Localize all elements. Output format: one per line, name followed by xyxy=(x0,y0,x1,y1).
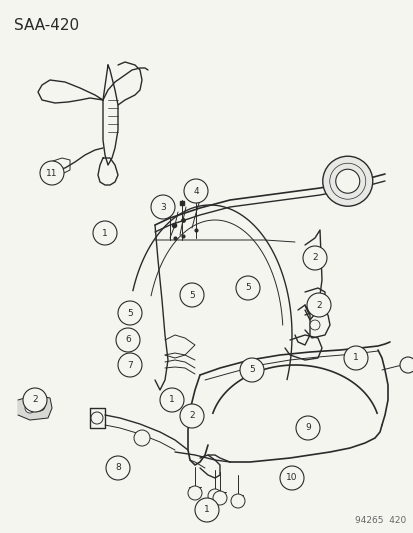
Text: 1: 1 xyxy=(169,395,174,405)
Circle shape xyxy=(159,388,183,412)
Circle shape xyxy=(180,283,204,307)
Text: 5: 5 xyxy=(249,366,254,375)
Text: 9: 9 xyxy=(304,424,310,432)
Circle shape xyxy=(93,221,117,245)
Text: 1: 1 xyxy=(204,505,209,514)
Text: 5: 5 xyxy=(127,309,133,318)
Text: 3: 3 xyxy=(160,203,166,212)
Circle shape xyxy=(40,161,64,185)
Text: 10: 10 xyxy=(285,473,297,482)
Text: 2: 2 xyxy=(189,411,195,421)
Text: 6: 6 xyxy=(125,335,131,344)
Text: 7: 7 xyxy=(127,360,133,369)
Circle shape xyxy=(35,401,45,411)
Circle shape xyxy=(212,491,226,505)
Circle shape xyxy=(306,293,330,317)
Circle shape xyxy=(188,486,202,500)
Text: 1: 1 xyxy=(102,229,108,238)
Text: 94265  420: 94265 420 xyxy=(354,516,405,525)
Circle shape xyxy=(240,358,263,382)
Text: 1: 1 xyxy=(352,353,358,362)
Circle shape xyxy=(309,295,319,305)
Text: 2: 2 xyxy=(311,254,317,262)
Circle shape xyxy=(91,412,103,424)
Circle shape xyxy=(302,246,326,270)
Polygon shape xyxy=(18,395,52,420)
Circle shape xyxy=(151,195,175,219)
Circle shape xyxy=(106,456,130,480)
Circle shape xyxy=(335,169,359,193)
Circle shape xyxy=(25,403,35,413)
Text: 2: 2 xyxy=(316,301,321,310)
Text: 8: 8 xyxy=(115,464,121,472)
Circle shape xyxy=(116,328,140,352)
Circle shape xyxy=(295,416,319,440)
Circle shape xyxy=(309,320,319,330)
Text: 5: 5 xyxy=(244,284,250,293)
Circle shape xyxy=(23,388,47,412)
Circle shape xyxy=(207,489,221,503)
Circle shape xyxy=(322,156,372,206)
Circle shape xyxy=(399,357,413,373)
Circle shape xyxy=(183,179,207,203)
Text: 4: 4 xyxy=(193,187,198,196)
Text: 5: 5 xyxy=(189,290,195,300)
Text: 11: 11 xyxy=(46,168,57,177)
Circle shape xyxy=(118,353,142,377)
Circle shape xyxy=(195,498,218,522)
Text: SAA-420: SAA-420 xyxy=(14,18,79,33)
Circle shape xyxy=(230,494,244,508)
Circle shape xyxy=(118,301,142,325)
Circle shape xyxy=(343,346,367,370)
Circle shape xyxy=(235,276,259,300)
Circle shape xyxy=(279,466,303,490)
Circle shape xyxy=(180,404,204,428)
Text: 2: 2 xyxy=(32,395,38,405)
Circle shape xyxy=(134,430,150,446)
